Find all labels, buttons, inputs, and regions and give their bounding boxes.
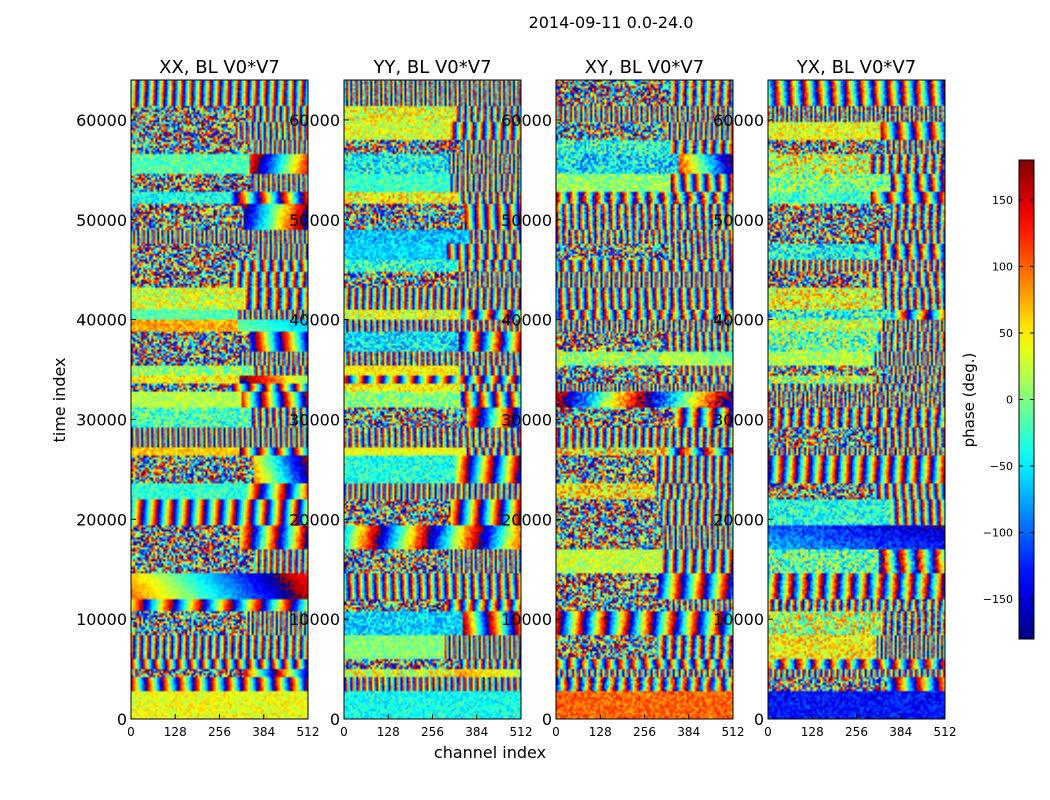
y-tick-label: 60000 (713, 111, 764, 130)
heatmap-panels: XX, BL V0*V7 0 128 256 384 512 0 10000 20000 3000… (76, 57, 956, 739)
heatmap-image-2 (556, 80, 733, 719)
x-tick-label: 128 (377, 725, 400, 739)
y-tick-label: 50000 (76, 211, 127, 230)
x-tick-label: 256 (421, 725, 444, 739)
panel-1: YY, BL V0*V7 0 128 256 384 512 0 10000 20000 3000… (289, 57, 532, 739)
y-tick-label: 40000 (289, 311, 340, 330)
panel-title-0: XX, BL V0*V7 (159, 57, 280, 78)
y-tick-label: 10000 (713, 610, 764, 629)
x-tick-label: 384 (465, 725, 488, 739)
x-tick-label: 256 (208, 725, 231, 739)
panel-3: YX, BL V0*V7 0 128 256 384 512 0 10000 20000 3000… (713, 57, 956, 739)
y-tick-label: 30000 (501, 410, 552, 429)
panel-title-3: YX, BL V0*V7 (796, 57, 916, 78)
y-tick-label: 60000 (76, 111, 127, 130)
x-tick-label: 512 (722, 725, 745, 739)
panel-2: XY, BL V0*V7 0 128 256 384 512 0 10000 20000 3000… (501, 57, 744, 739)
colorbar-tick-label: −50 (990, 460, 1013, 473)
y-tick-label: 0 (330, 710, 340, 729)
x-axis-label: channel index (434, 743, 546, 762)
colorbar-tick-label: 50 (999, 327, 1013, 340)
x-tick-label: 128 (164, 725, 187, 739)
y-tick-label: 20000 (713, 510, 764, 529)
y-axis-label: time index (50, 357, 69, 442)
y-tick-label: 30000 (289, 410, 340, 429)
x-tick-label: 256 (633, 725, 656, 739)
panel-0: XX, BL V0*V7 0 128 256 384 512 0 10000 20000 3000… (76, 57, 319, 739)
colorbar-tick-label: 150 (992, 194, 1013, 207)
x-tick-label: 0 (340, 725, 348, 739)
y-tick-label: 60000 (289, 111, 340, 130)
x-tick-label: 256 (845, 725, 868, 739)
x-tick-label: 384 (677, 725, 700, 739)
colorbar: 150 100 50 0 −50 −100 −150 phase (deg.) (960, 159, 1035, 640)
colorbar-tick-label: 0 (1006, 394, 1013, 407)
y-tick-label: 20000 (76, 510, 127, 529)
colorbar-label: phase (deg.) (960, 353, 978, 448)
panel-title-1: YY, BL V0*V7 (372, 57, 491, 78)
x-tick-label: 512 (297, 725, 320, 739)
heatmap-image-1 (344, 80, 521, 719)
x-tick-label: 0 (764, 725, 772, 739)
x-tick-label: 512 (510, 725, 533, 739)
y-tick-label: 60000 (501, 111, 552, 130)
colorbar-tick-label: 100 (992, 260, 1013, 273)
x-tick-label: 512 (934, 725, 957, 739)
y-tick-label: 40000 (501, 311, 552, 330)
y-tick-label: 10000 (501, 610, 552, 629)
figure-title: 2014-09-11 0.0-24.0 (529, 13, 694, 32)
y-tick-label: 20000 (289, 510, 340, 529)
colorbar-tick-label: −100 (983, 527, 1013, 540)
y-tick-label: 40000 (713, 311, 764, 330)
y-tick-label: 0 (542, 710, 552, 729)
heatmap-image-3 (768, 80, 945, 719)
y-tick-label: 30000 (713, 410, 764, 429)
x-tick-label: 384 (889, 725, 912, 739)
y-tick-label: 50000 (289, 211, 340, 230)
y-tick-label: 50000 (501, 211, 552, 230)
x-tick-label: 384 (252, 725, 275, 739)
y-tick-label: 30000 (76, 410, 127, 429)
x-tick-label: 0 (552, 725, 560, 739)
y-tick-label: 50000 (713, 211, 764, 230)
heatmap-image-0 (131, 80, 308, 719)
x-tick-label: 128 (801, 725, 824, 739)
y-tick-label: 10000 (289, 610, 340, 629)
x-tick-label: 0 (127, 725, 135, 739)
y-tick-label: 20000 (501, 510, 552, 529)
panel-title-2: XY, BL V0*V7 (585, 57, 704, 78)
x-tick-label: 128 (589, 725, 612, 739)
y-tick-label: 0 (754, 710, 764, 729)
y-tick-label: 40000 (76, 311, 127, 330)
y-tick-label: 0 (117, 710, 127, 729)
y-tick-label: 10000 (76, 610, 127, 629)
colorbar-tick-label: −150 (983, 593, 1013, 606)
